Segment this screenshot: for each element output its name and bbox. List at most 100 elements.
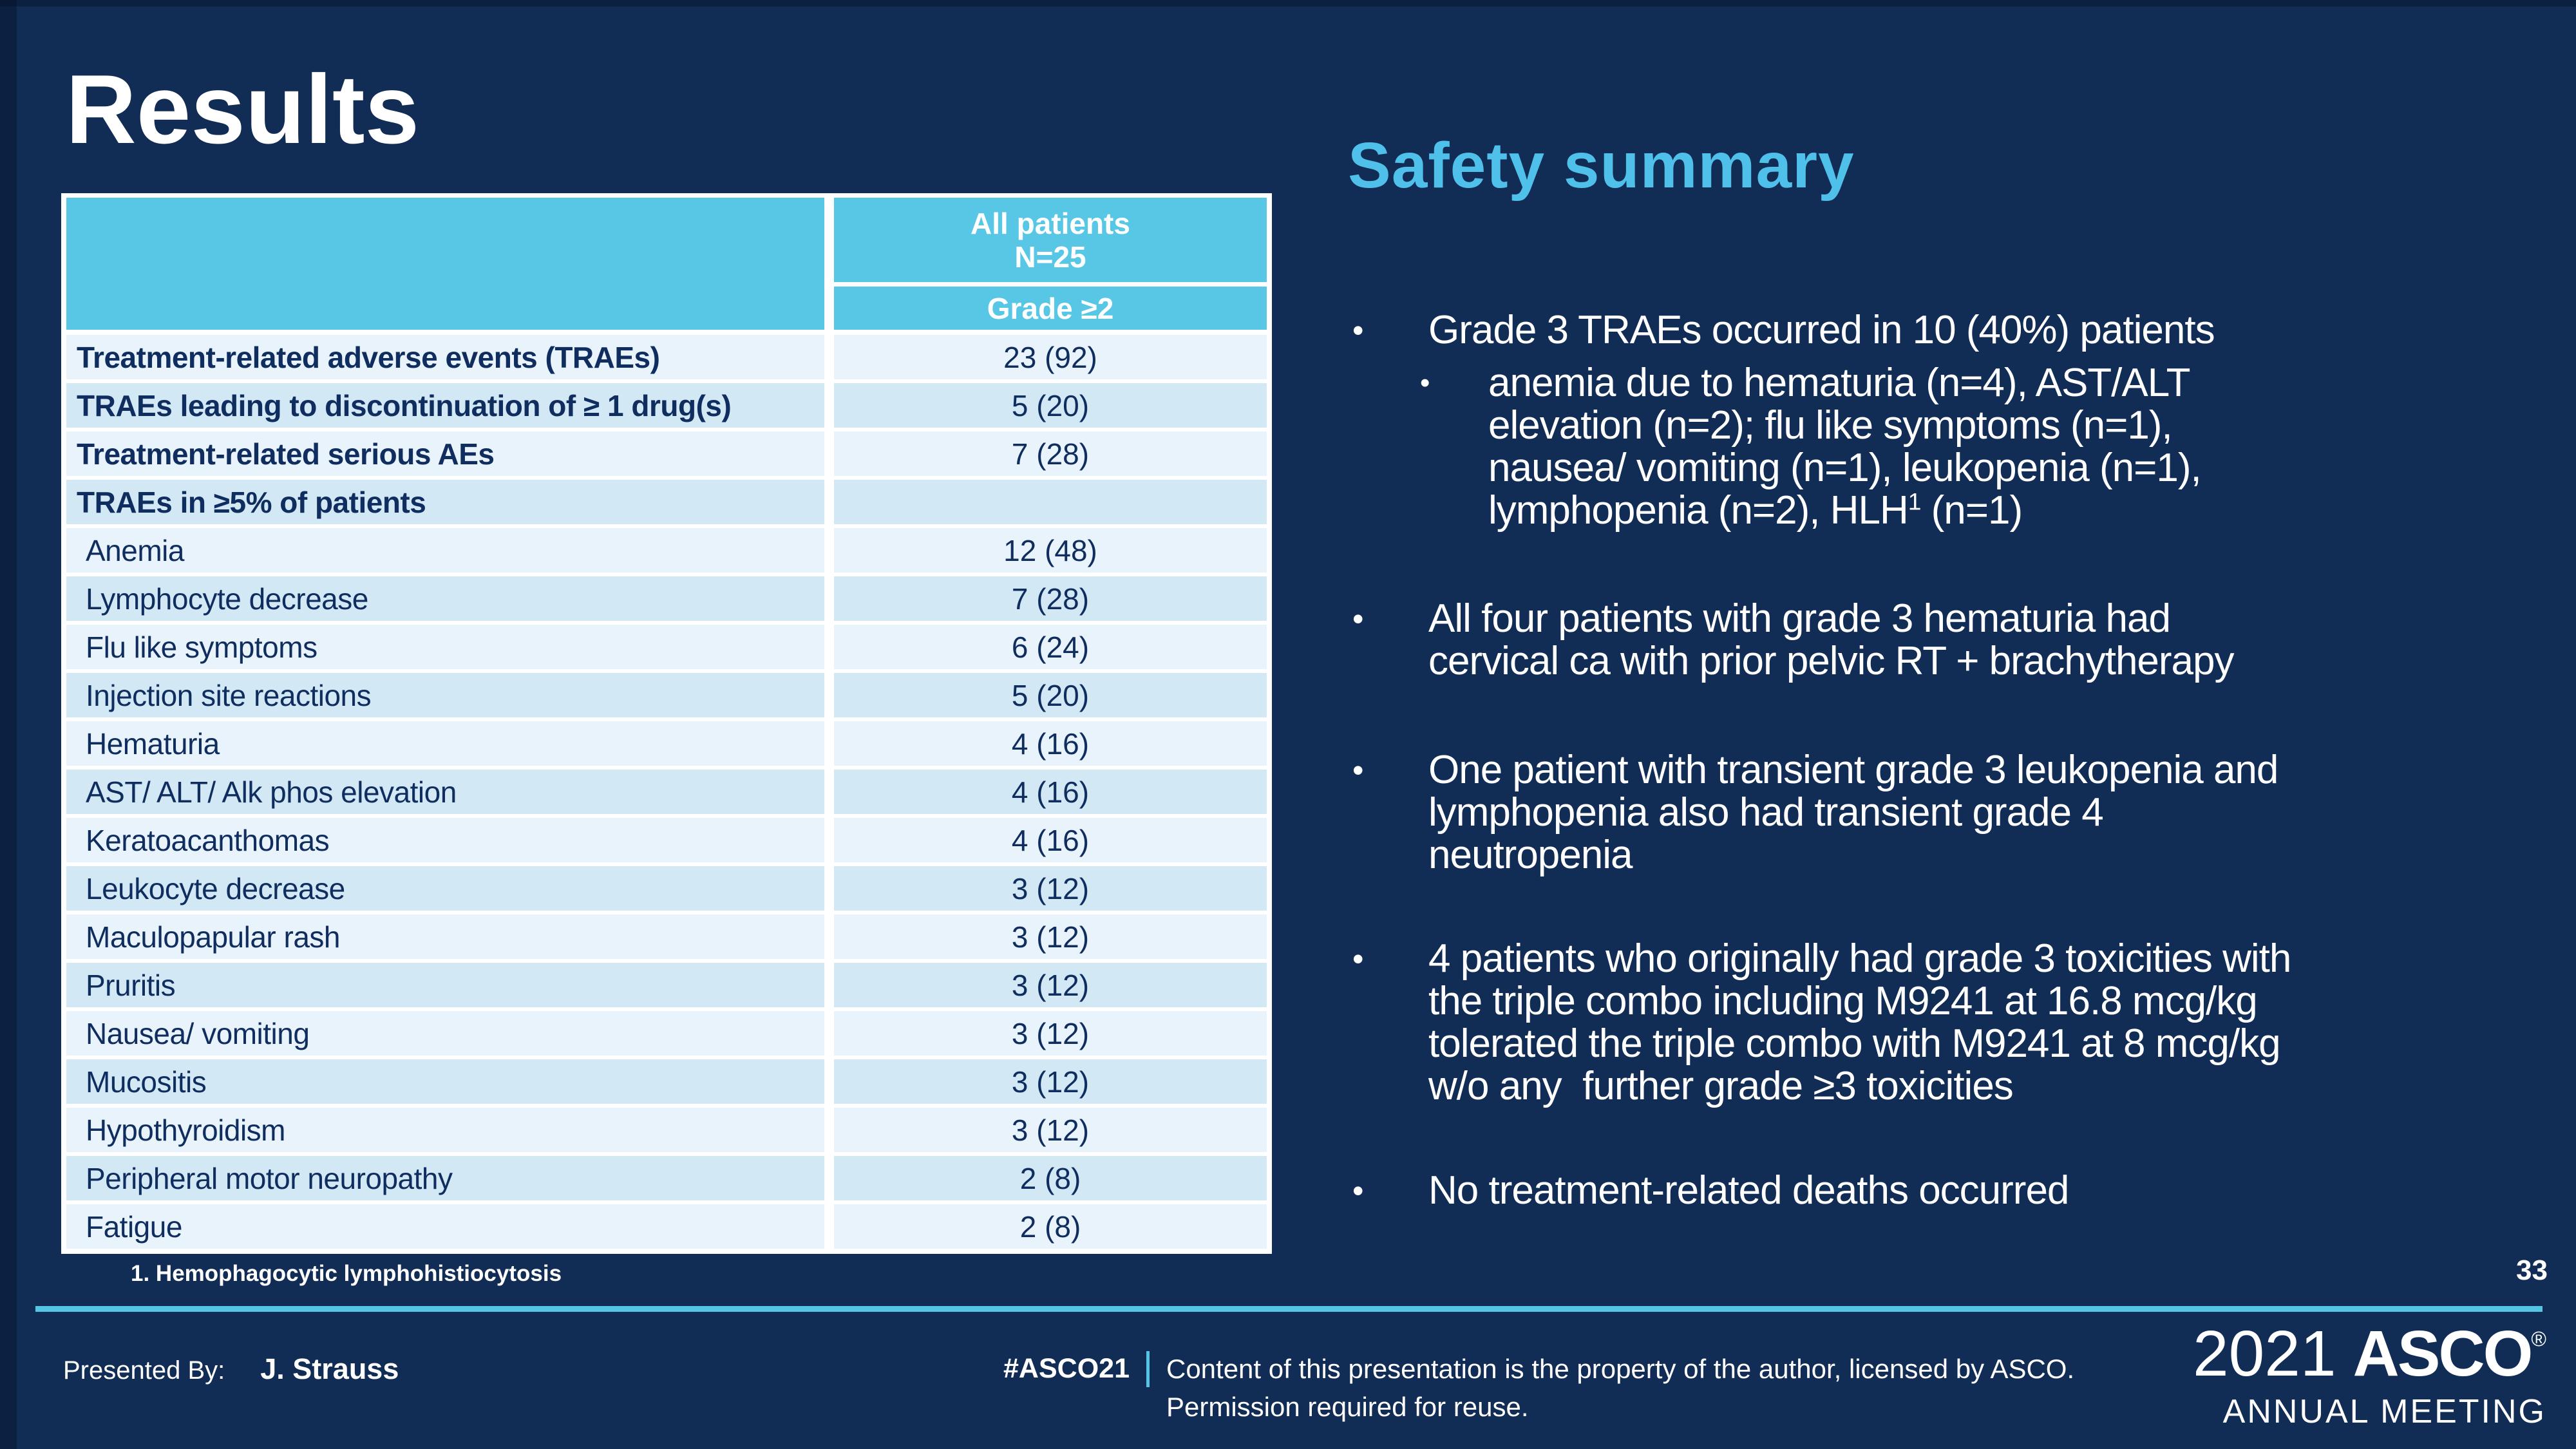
row-label: TRAEs in ≥5% of patients [66, 480, 824, 524]
bullet-icon: • [1352, 312, 1364, 348]
table-header-all-patients: All patients N=25 [834, 198, 1267, 282]
asco-logo: 2021 ASCO® ANNUAL MEETING [2193, 1321, 2546, 1431]
table-row: Hematuria 4 (16) [66, 721, 1267, 766]
row-value: 2 (8) [834, 1204, 1267, 1249]
row-label: Lymphocyte decrease [66, 576, 824, 621]
bullet-icon: • [1352, 941, 1364, 977]
bullet-text: No treatment-related deaths occurred [1428, 1170, 2069, 1212]
bullet-line-text: No treatment-related deaths occurred [1428, 1168, 2069, 1213]
row-label: Keratoacanthomas [66, 818, 824, 862]
table-row: Treatment-related serious AEs 7 (28) [66, 431, 1267, 476]
row-label: Treatment-related adverse events (TRAEs) [66, 335, 824, 379]
row-value: 5 (20) [834, 383, 1267, 428]
slide-top-shadow [0, 0, 2576, 6]
table-row: TRAEs in ≥5% of patients [66, 480, 1267, 524]
table-header: All patients N=25 Grade ≥2 [66, 198, 1267, 330]
asco-logo-year: 2021 [2193, 1318, 2336, 1390]
row-value: 4 (16) [834, 721, 1267, 766]
row-value: 7 (28) [834, 431, 1267, 476]
row-label: Pruritis [66, 963, 824, 1007]
row-value: 7 (28) [834, 576, 1267, 621]
slide-left-shadow [0, 0, 17, 1449]
safety-bullet: • 4 patients who originally had grade 3 t… [1352, 938, 2557, 1108]
table-header-empty-cell [66, 198, 824, 330]
bullet-line-text: the triple combo including M9241 at 16.8… [1428, 979, 2258, 1023]
header-all-patients-line2: N=25 [1014, 240, 1086, 274]
table-row: Mucositis 3 (12) [66, 1059, 1267, 1104]
safety-bullet: • Grade 3 TRAEs occurred in 10 (40%) pati… [1352, 309, 2557, 352]
bullet-line-text: One patient with transient grade 3 leuko… [1428, 748, 2278, 792]
disclaimer-text: Content of this presentation is the prop… [1166, 1350, 2074, 1426]
table-header-column: All patients N=25 Grade ≥2 [834, 198, 1267, 330]
bullet-text: anemia due to hematuria (n=4), AST/ALT el… [1488, 361, 2202, 533]
bullet-line-text: lymphopenia also had transient grade 4 [1428, 790, 2104, 835]
table-row: Fatigue 2 (8) [66, 1204, 1267, 1249]
table-row: AST/ ALT/ Alk phos elevation 4 (16) [66, 770, 1267, 814]
bullet-icon: • [1352, 601, 1364, 637]
safety-bullet: • anemia due to hematuria (n=4), AST/ALT e… [1420, 362, 2557, 532]
row-label: Peripheral motor neuropathy [66, 1156, 824, 1200]
table-row: Anemia 12 (48) [66, 528, 1267, 573]
row-value: 3 (12) [834, 963, 1267, 1007]
presenter-name: J. Strauss [260, 1352, 399, 1385]
table-row: TRAEs leading to discontinuation of ≥ 1 … [66, 383, 1267, 428]
row-label: Leukocyte decrease [66, 866, 824, 911]
safety-summary-title: Safety summary [1348, 129, 1855, 202]
row-value: 3 (12) [834, 914, 1267, 959]
row-label: Hematuria [66, 721, 824, 766]
bullet-line-text: cervical ca with prior pelvic RT + brach… [1428, 639, 2235, 683]
row-label: Injection site reactions [66, 673, 824, 717]
row-label: TRAEs leading to discontinuation of ≥ 1 … [66, 383, 824, 428]
footnote: 1. Hemophagocytic lymphohistiocytosis [131, 1261, 562, 1286]
table-row: Maculopapular rash 3 (12) [66, 914, 1267, 959]
asco-logo-name: ASCO [2353, 1318, 2533, 1390]
row-value: 3 (12) [834, 1108, 1267, 1152]
table-row: Peripheral motor neuropathy 2 (8) [66, 1156, 1267, 1200]
bullet-line-text: All four patients with grade 3 hematuria… [1428, 596, 2171, 641]
footer-divider-line [35, 1306, 2543, 1312]
row-label: Hypothyroidism [66, 1108, 824, 1152]
bullet-icon: • [1352, 1173, 1364, 1209]
bullet-text: One patient with transient grade 3 leuko… [1428, 749, 2278, 876]
superscript-ref: 1 [1908, 488, 1922, 515]
asco-logo-subtitle: ANNUAL MEETING [2222, 1393, 2546, 1430]
row-value: 3 (12) [834, 866, 1267, 911]
table-subheader-grade: Grade ≥2 [834, 287, 1267, 330]
table-row: Flu like symptoms 6 (24) [66, 625, 1267, 669]
table-row: Hypothyroidism 3 (12) [66, 1108, 1267, 1152]
bullet-line-text: (n=1) [1920, 488, 2023, 533]
safety-bullet: • One patient with transient grade 3 leuk… [1352, 749, 2557, 876]
adverse-events-table: All patients N=25 Grade ≥2 Treatment-rel… [61, 193, 1272, 1254]
row-value: 2 (8) [834, 1156, 1267, 1200]
row-value: 23 (92) [834, 335, 1267, 379]
disclaimer-line1: Content of this presentation is the prop… [1166, 1354, 2075, 1384]
row-value: 6 (24) [834, 625, 1267, 669]
hashtag: #ASCO21 [1003, 1353, 1130, 1384]
page-title: Results [66, 55, 420, 164]
page-number: 33 [2516, 1255, 2548, 1286]
header-all-patients-line1: All patients [971, 206, 1130, 240]
bullet-icon: • [1352, 752, 1364, 788]
bullet-icon: • [1420, 367, 1430, 399]
presented-by-label: Presented By: [63, 1356, 225, 1385]
table-body: Treatment-related adverse events (TRAEs)… [66, 335, 1267, 1249]
table-row: Pruritis 3 (12) [66, 963, 1267, 1007]
row-label: Anemia [66, 528, 824, 573]
bullet-line-text: lymphopenia (n=2), HLH [1488, 488, 1909, 533]
disclaimer-line2: Permission required for reuse. [1166, 1392, 1529, 1422]
bullet-line-text: 4 patients who originally had grade 3 to… [1428, 936, 2291, 981]
bullet-line-text: neutropenia [1428, 833, 1633, 877]
row-label: Mucositis [66, 1059, 824, 1104]
bullet-text: Grade 3 TRAEs occurred in 10 (40%) patie… [1428, 309, 2215, 352]
bullet-line-text: w/o any further grade ≥3 toxicities [1428, 1064, 2014, 1108]
registered-mark-icon: ® [2531, 1327, 2546, 1350]
table-row: Treatment-related adverse events (TRAEs)… [66, 335, 1267, 379]
row-label: Flu like symptoms [66, 625, 824, 669]
asco-logo-main: 2021 ASCO® [2193, 1321, 2546, 1386]
bullet-line-text: anemia due to hematuria (n=4), AST/ALT [1488, 361, 2191, 405]
row-value: 5 (20) [834, 673, 1267, 717]
footer-disclaimer: #ASCO21 Content of this presentation is … [1003, 1350, 2074, 1426]
row-label: Nausea/ vomiting [66, 1011, 824, 1056]
table-row: Lymphocyte decrease 7 (28) [66, 576, 1267, 621]
